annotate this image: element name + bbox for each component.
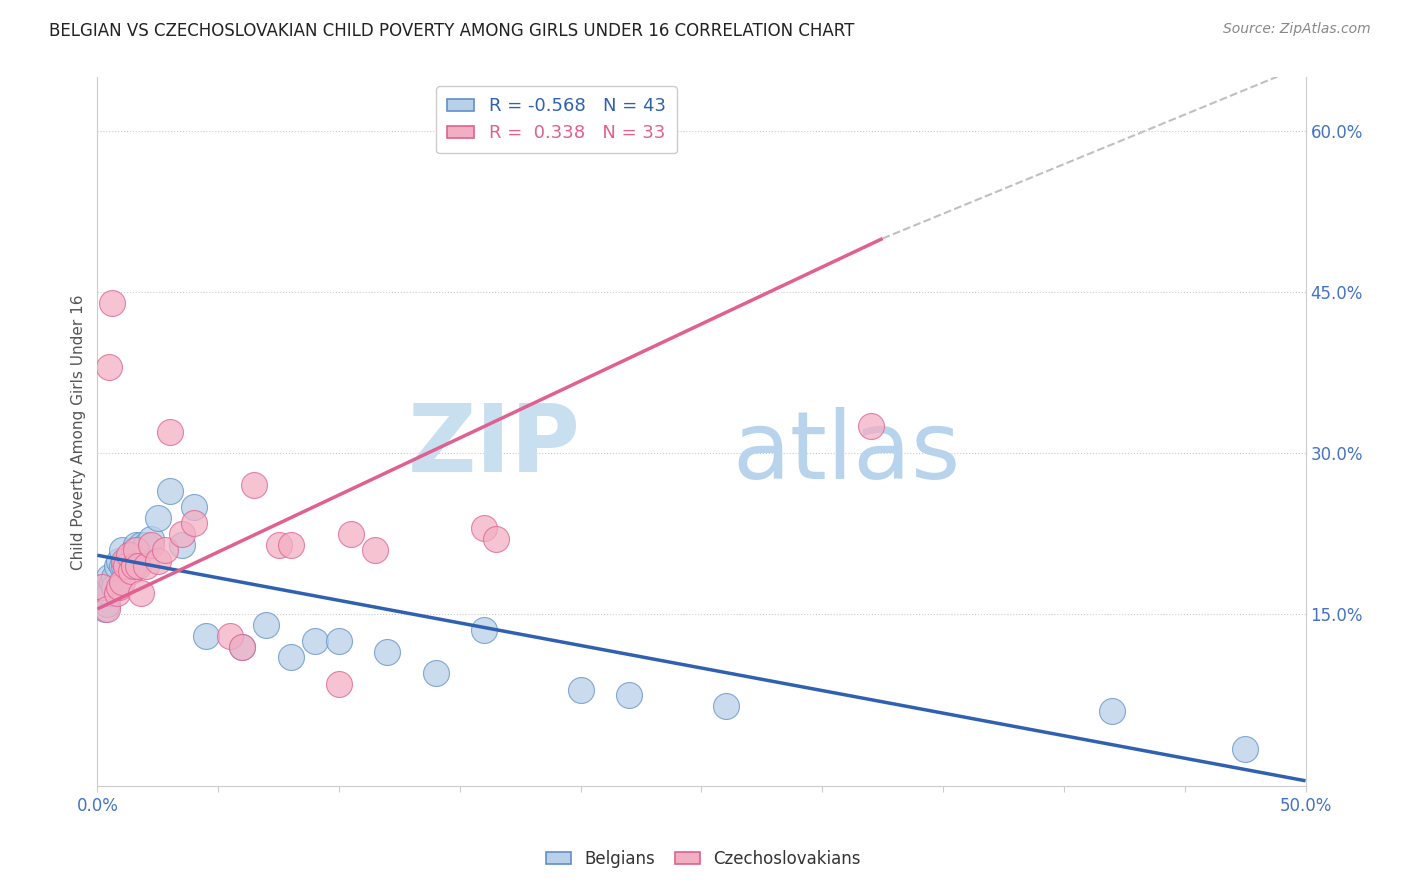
Point [98,586,121,600]
Point [714,698,737,713]
Point [89,581,111,595]
Point [115,554,138,568]
Point [135,559,157,574]
Point [118,549,141,563]
Point [159,425,181,439]
Point [108,581,131,595]
Point [1101,704,1123,718]
Point [195,629,218,643]
Text: ZIP: ZIP [408,400,581,492]
Point [569,682,592,697]
Point [159,483,181,498]
Point [105,559,128,574]
Point [364,542,387,557]
Point [105,586,128,600]
Point [375,645,398,659]
Point [170,526,193,541]
Point [98,360,121,375]
Point [125,537,148,551]
Text: Source: ZipAtlas.com: Source: ZipAtlas.com [1223,22,1371,37]
Point [96,602,118,616]
Point [103,570,125,584]
Point [93,586,115,600]
Point [125,554,148,568]
Point [243,478,266,492]
Legend: R = -0.568   N = 43, R =  0.338   N = 33: R = -0.568 N = 43, R = 0.338 N = 33 [436,87,676,153]
Point [139,532,162,546]
Point [120,554,142,568]
Point [425,666,447,681]
Y-axis label: Child Poverty Among Girls Under 16: Child Poverty Among Girls Under 16 [72,294,86,569]
Point [340,526,363,541]
Point [129,537,152,551]
Point [101,575,124,590]
Point [183,516,205,530]
Point [1234,741,1257,756]
Point [91,591,114,606]
Point [859,419,882,434]
Point [112,559,135,574]
Point [139,537,162,551]
Point [183,500,205,514]
Text: atlas: atlas [733,407,960,499]
Point [231,640,253,654]
Point [472,521,495,535]
Point [101,296,124,310]
Point [122,542,145,557]
Point [170,537,193,551]
Point [122,559,145,574]
Point [256,618,278,632]
Text: BELGIAN VS CZECHOSLOVAKIAN CHILD POVERTY AMONG GIRLS UNDER 16 CORRELATION CHART: BELGIAN VS CZECHOSLOVAKIAN CHILD POVERTY… [49,22,855,40]
Point [125,542,148,557]
Point [146,510,169,524]
Point [98,570,121,584]
Legend: Belgians, Czechoslovakians: Belgians, Czechoslovakians [538,844,868,875]
Point [267,537,290,551]
Point [103,581,125,595]
Point [304,634,326,648]
Point [118,559,141,574]
Point [93,602,115,616]
Point [219,629,242,643]
Point [485,532,508,546]
Point [328,677,350,691]
Point [112,554,135,568]
Point [328,634,350,648]
Point [231,640,253,654]
Point [146,554,169,568]
Point [617,688,640,702]
Point [110,542,132,557]
Point [280,537,302,551]
Point [153,542,176,557]
Point [120,565,142,579]
Point [127,559,149,574]
Point [91,581,114,595]
Point [115,559,138,574]
Point [96,597,118,611]
Point [472,624,495,638]
Point [129,586,152,600]
Point [110,575,132,590]
Point [127,549,149,563]
Point [135,537,157,551]
Point [280,650,302,665]
Point [110,559,132,574]
Point [108,554,131,568]
